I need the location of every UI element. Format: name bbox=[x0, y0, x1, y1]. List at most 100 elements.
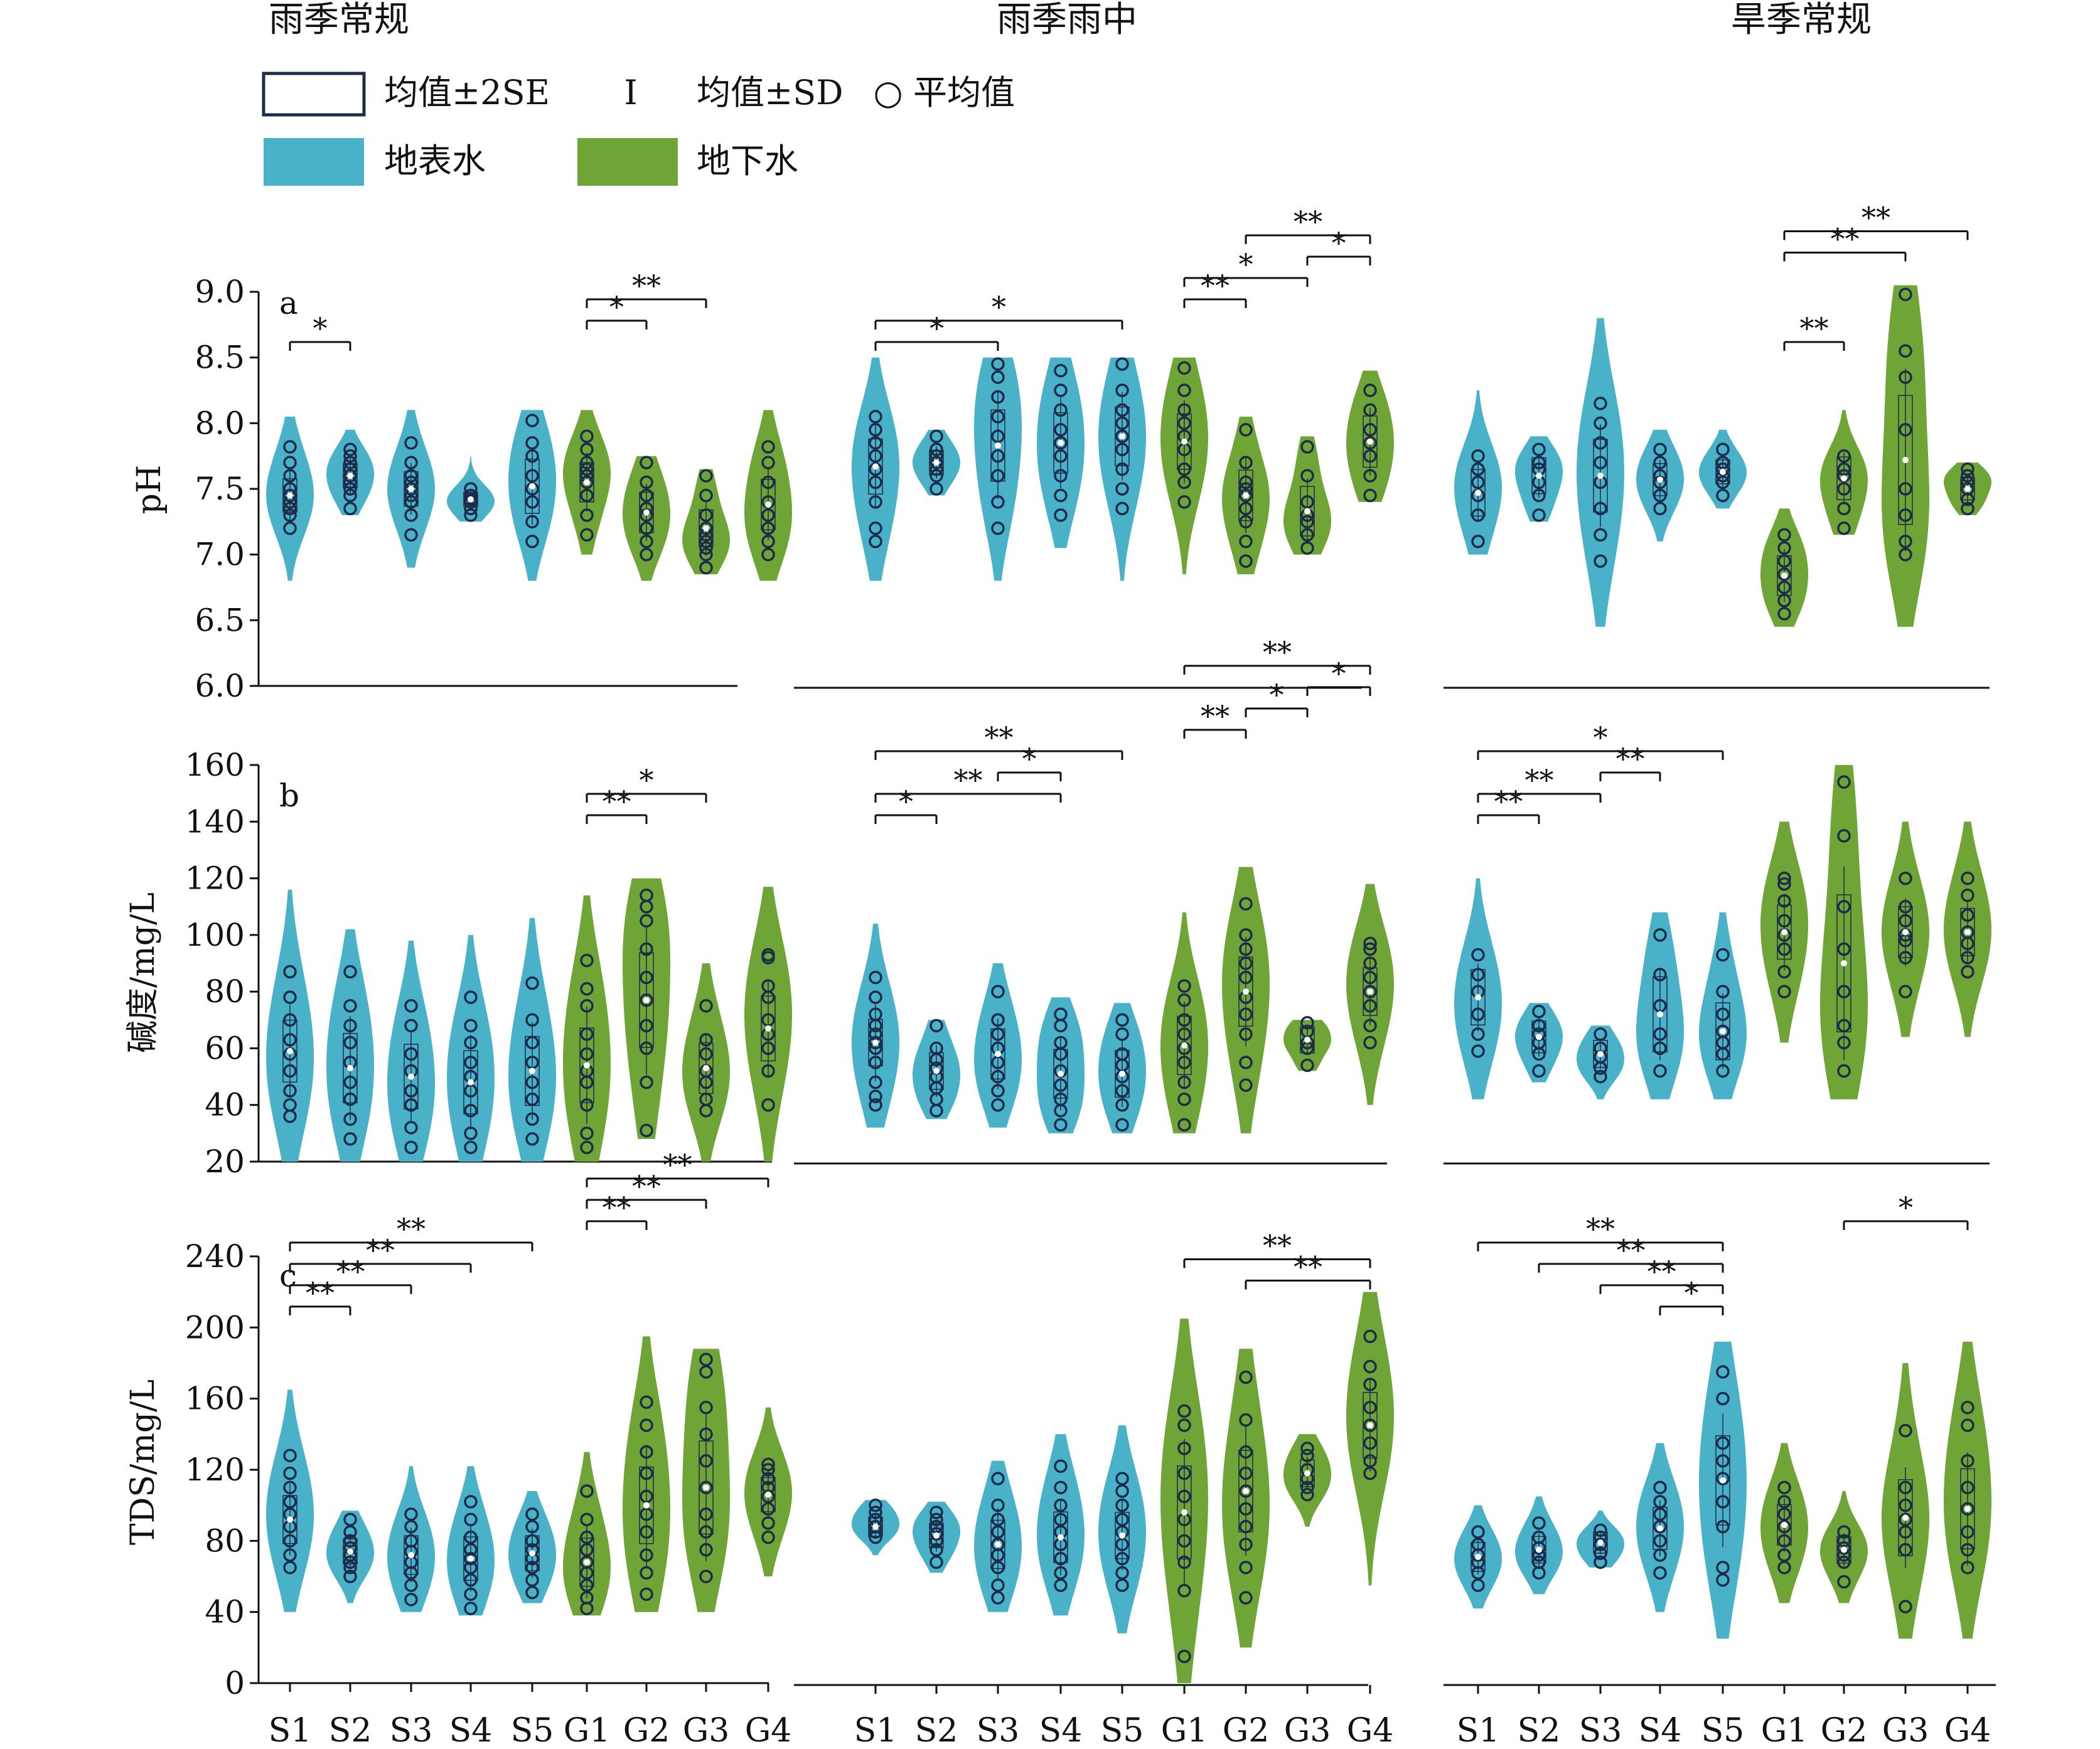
se-box bbox=[1836, 1536, 1851, 1564]
category-label-G4: G4 bbox=[1944, 1712, 1991, 1749]
mean-marker bbox=[643, 997, 650, 1003]
data-point bbox=[1177, 1404, 1191, 1418]
se-box bbox=[1238, 469, 1253, 521]
data-point bbox=[869, 495, 882, 509]
mean-marker bbox=[1119, 433, 1125, 440]
data-point bbox=[1363, 1466, 1377, 1480]
significance-label: ** bbox=[1831, 222, 1860, 256]
data-point bbox=[1837, 942, 1851, 956]
data-point bbox=[1363, 1329, 1377, 1344]
data-point bbox=[1115, 1566, 1129, 1580]
data-point bbox=[761, 1463, 775, 1477]
se-box bbox=[1898, 395, 1913, 525]
mean-marker bbox=[1304, 508, 1310, 515]
data-point bbox=[991, 1525, 1005, 1539]
mean-marker bbox=[1367, 1422, 1373, 1429]
category-label-G1: G1 bbox=[1761, 1712, 1808, 1749]
data-point bbox=[283, 501, 297, 516]
data-point bbox=[1532, 442, 1546, 456]
data-point bbox=[283, 440, 297, 454]
data-point bbox=[640, 456, 653, 469]
y-tick-label: 6.0 bbox=[195, 668, 245, 704]
data-point bbox=[343, 488, 357, 503]
significance-bracket: ** bbox=[1538, 1233, 1724, 1273]
data-point bbox=[1177, 1075, 1191, 1089]
data-point bbox=[761, 521, 775, 535]
data-point bbox=[1115, 357, 1129, 371]
data-point bbox=[1777, 528, 1791, 542]
data-point bbox=[1777, 942, 1791, 956]
data-point bbox=[1054, 363, 1068, 378]
data-point bbox=[1300, 541, 1314, 555]
mean-marker bbox=[1536, 473, 1542, 479]
significance-label: * bbox=[313, 311, 328, 345]
data-point bbox=[1115, 416, 1129, 431]
data-point bbox=[580, 1140, 594, 1155]
se-box bbox=[1471, 469, 1486, 517]
data-point bbox=[1777, 1495, 1791, 1509]
data-point bbox=[1239, 488, 1253, 503]
data-point bbox=[761, 979, 775, 993]
data-point bbox=[1899, 951, 1912, 965]
category-label-S4: S4 bbox=[1039, 1712, 1083, 1749]
data-point bbox=[1300, 1487, 1314, 1502]
data-point bbox=[699, 1454, 713, 1468]
data-point bbox=[1239, 475, 1253, 489]
significance-bracket: * bbox=[1306, 656, 1371, 696]
se-box bbox=[282, 1019, 297, 1083]
data-point bbox=[525, 976, 539, 990]
se-box bbox=[1531, 1020, 1546, 1054]
data-point bbox=[1054, 1118, 1068, 1132]
data-point bbox=[1532, 1064, 1546, 1078]
data-point bbox=[1363, 1454, 1377, 1468]
data-point bbox=[1115, 1538, 1129, 1551]
data-point bbox=[283, 508, 297, 522]
column-title-rainy-storm: 雨季雨中 bbox=[997, 0, 1137, 40]
data-point bbox=[464, 1561, 478, 1575]
data-point bbox=[343, 1534, 357, 1548]
data-point bbox=[464, 1035, 478, 1050]
data-point bbox=[991, 1498, 1005, 1512]
data-point bbox=[1716, 1064, 1730, 1078]
data-point bbox=[404, 1578, 418, 1592]
data-point bbox=[869, 423, 882, 437]
data-point bbox=[1961, 1543, 1974, 1557]
data-point bbox=[525, 1013, 539, 1027]
data-point bbox=[1471, 1027, 1485, 1041]
data-point bbox=[699, 1352, 713, 1367]
data-point bbox=[1594, 1546, 1607, 1560]
mean-marker bbox=[529, 1067, 535, 1074]
significance-bracket: * bbox=[874, 311, 999, 351]
data-point bbox=[1961, 1561, 1974, 1575]
data-point bbox=[464, 1543, 478, 1557]
se-box bbox=[868, 1516, 883, 1537]
data-point bbox=[1594, 554, 1607, 568]
data-point bbox=[1899, 914, 1912, 928]
data-point bbox=[1777, 914, 1791, 928]
data-point bbox=[1961, 1480, 1974, 1495]
data-point bbox=[1716, 488, 1730, 503]
data-point bbox=[525, 1573, 539, 1587]
se-box bbox=[579, 1538, 594, 1587]
data-point bbox=[1653, 1041, 1667, 1056]
data-point bbox=[699, 1427, 713, 1441]
mean-marker bbox=[1475, 489, 1481, 496]
data-point bbox=[1899, 423, 1912, 437]
data-point bbox=[580, 953, 594, 968]
data-point bbox=[404, 1140, 418, 1155]
mean-marker bbox=[1181, 1509, 1187, 1516]
data-point bbox=[1054, 1578, 1068, 1592]
data-point bbox=[1115, 1027, 1129, 1041]
mean-marker bbox=[995, 1051, 1001, 1057]
significance-label: ** bbox=[336, 1254, 365, 1288]
data-point bbox=[404, 482, 418, 496]
data-point bbox=[1054, 1092, 1068, 1106]
data-point bbox=[1054, 469, 1068, 483]
mean-marker bbox=[529, 483, 535, 489]
data-point bbox=[640, 1019, 653, 1033]
data-point bbox=[1363, 423, 1377, 437]
data-point bbox=[1363, 449, 1377, 463]
category-label-S2: S2 bbox=[915, 1712, 958, 1749]
data-point bbox=[1177, 1027, 1191, 1041]
data-point bbox=[283, 1480, 297, 1495]
